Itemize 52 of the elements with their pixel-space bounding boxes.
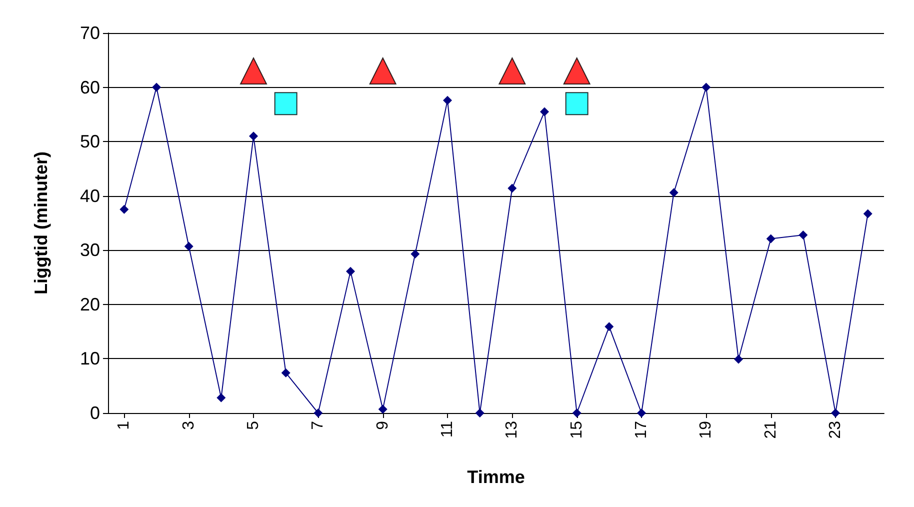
point xyxy=(734,354,743,364)
point xyxy=(508,184,517,193)
point xyxy=(346,266,355,276)
x-tick-label: 23 xyxy=(827,420,844,439)
point xyxy=(369,58,396,84)
y-tick-label: 70 xyxy=(80,23,100,43)
x-tick-label: 11 xyxy=(439,420,456,438)
point xyxy=(637,408,646,418)
point xyxy=(565,92,588,116)
y-tick-label: 30 xyxy=(80,240,100,260)
x-tick-label: 9 xyxy=(374,420,392,430)
y-tick-label: 10 xyxy=(80,348,100,369)
y-tick-label: 50 xyxy=(80,132,100,152)
x-tick-label: 13 xyxy=(504,420,521,439)
point xyxy=(563,58,590,84)
x-tick-label: 3 xyxy=(180,420,198,430)
point xyxy=(604,322,614,332)
x-tick-label: 7 xyxy=(310,420,327,430)
point xyxy=(831,408,840,418)
y-axis-title: Liggtid (minuter) xyxy=(31,152,51,294)
point xyxy=(863,209,872,218)
point xyxy=(314,408,323,418)
x-tick-label: 17 xyxy=(633,420,650,439)
point xyxy=(669,188,678,198)
point xyxy=(120,204,129,214)
x-axis-title: Timme xyxy=(467,467,525,487)
x-tick-label: 19 xyxy=(698,420,715,439)
y-tick-label: 40 xyxy=(80,186,100,206)
point xyxy=(798,230,808,240)
point xyxy=(702,82,711,92)
point xyxy=(410,249,420,258)
y-tick-label: 60 xyxy=(80,77,100,98)
point xyxy=(281,368,290,378)
point xyxy=(249,132,258,141)
point xyxy=(152,82,161,92)
point xyxy=(378,404,388,414)
point xyxy=(443,96,452,105)
y-tick-label: 0 xyxy=(90,403,100,423)
x-tick-label: 21 xyxy=(762,420,780,439)
point xyxy=(572,408,582,418)
point xyxy=(184,242,194,251)
point xyxy=(540,107,549,116)
x-tick-label: 15 xyxy=(568,420,586,439)
y-tick-label: 20 xyxy=(80,294,100,314)
point xyxy=(766,234,776,244)
point xyxy=(240,58,267,84)
x-tick-label: 5 xyxy=(245,420,262,430)
point xyxy=(475,408,484,418)
point xyxy=(498,58,526,84)
point xyxy=(274,92,298,116)
point xyxy=(216,393,226,402)
x-tick-label: 1 xyxy=(116,420,133,430)
